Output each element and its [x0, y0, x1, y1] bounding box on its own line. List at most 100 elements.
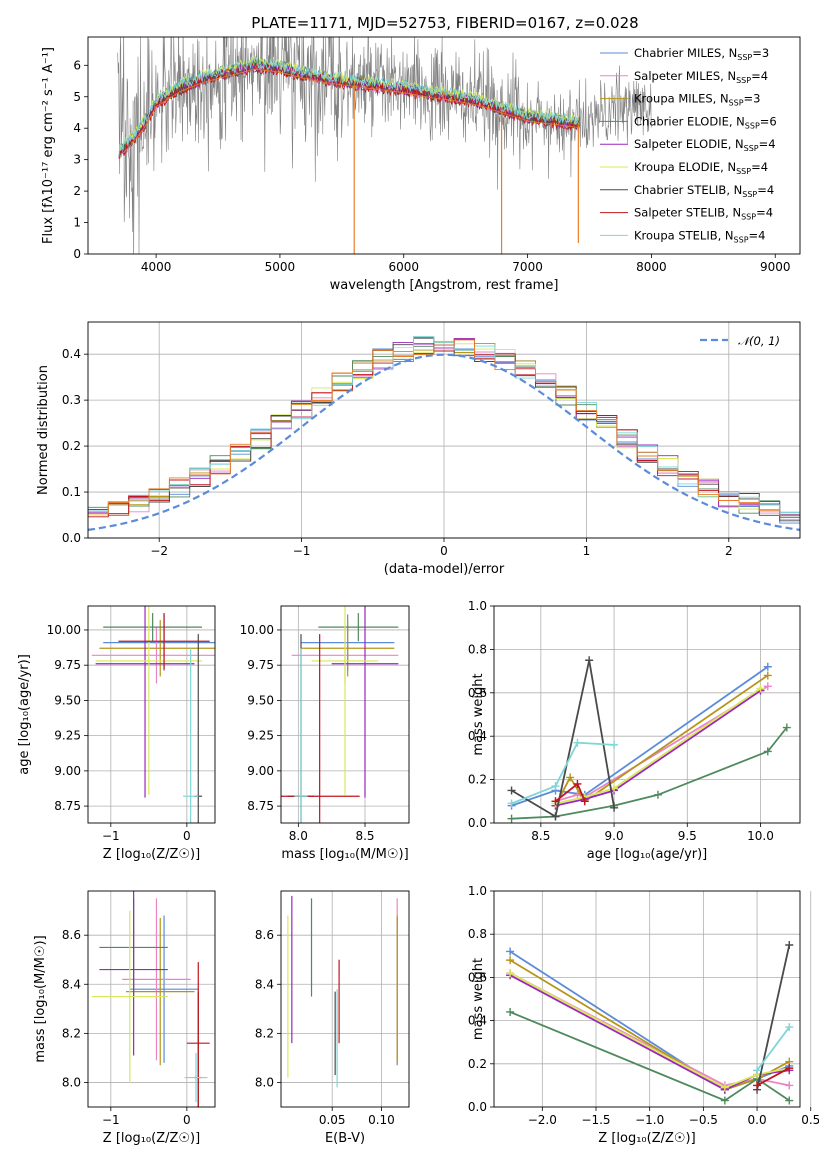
- x-tick-label: 0.5: [801, 1113, 819, 1127]
- x-tick-label: 8.5: [355, 829, 374, 843]
- x-tick-label: 4000: [141, 260, 172, 274]
- y-tick-label: 10.00: [240, 623, 274, 637]
- axes-mass_vs_Z: −1 0 8.0 8.2 8.4 8.6 Z [log₁₀(Z/Z☉)] mass [log₁…: [33, 890, 216, 1146]
- y-tick-label: 0.4: [468, 729, 487, 743]
- mass-weight-line: [555, 687, 762, 805]
- axes-age_vs_Z: −1 0 8.75 9.00 9.25 9.50 9.75 10.00 Z [log₁₀(Z/Z…: [17, 605, 216, 862]
- mass-weight-marker: [551, 782, 560, 791]
- legend-label: Chabrier STELIB, NSSP=4: [634, 183, 774, 199]
- residual-histogram: [88, 339, 800, 516]
- y-tick-label: 8.6: [62, 928, 81, 942]
- x-tick-label: −1: [102, 1113, 120, 1127]
- x-tick-label: 8000: [636, 260, 667, 274]
- y-tick-label: 9.50: [247, 693, 274, 707]
- mass-weight-marker: [610, 803, 619, 812]
- mass-weight-marker: [566, 773, 575, 782]
- x-tick-label: 2: [725, 544, 733, 558]
- legend-label: Kroupa ELODIE, NSSP=4: [634, 160, 768, 176]
- y-tick-label: 0.0: [62, 531, 81, 545]
- mass-weight-marker: [507, 814, 516, 823]
- mass-weight-line: [756, 944, 791, 1090]
- x-tick-label: 7000: [512, 260, 543, 274]
- legend-label: Kroupa MILES, NSSP=3: [634, 92, 760, 108]
- axes-frame: [493, 605, 801, 824]
- mass-weight-marker: [653, 790, 662, 799]
- x-tick-label: 5000: [265, 260, 296, 274]
- y-tick-label: 0.2: [468, 1057, 487, 1071]
- mass-weight-marker: [720, 1083, 729, 1092]
- mass-weight-marker: [763, 747, 772, 756]
- mass-weight-line: [555, 689, 762, 807]
- x-axis-label: Z [log₁₀(Z/Z☉)]: [598, 1131, 695, 1146]
- mass-weight-line: [511, 666, 769, 807]
- y-tick-label: 8.2: [255, 1026, 274, 1040]
- mass-weight-marker: [551, 812, 560, 821]
- y-axis-label: mass weight: [471, 958, 486, 1040]
- mass-weight-marker: [763, 682, 772, 691]
- mass-weight-marker: [507, 799, 516, 808]
- mass-weight-marker: [785, 941, 794, 949]
- plot-area: [494, 606, 800, 823]
- mass-weight-marker: [610, 740, 619, 749]
- mass-weight-line: [756, 1026, 791, 1071]
- mass-weight-line: [509, 959, 790, 1091]
- mass-weight-line: [511, 741, 615, 805]
- y-tick-label: 9.75: [54, 658, 81, 672]
- mass-weight-marker: [585, 656, 594, 665]
- mass-weight-marker: [763, 671, 772, 680]
- y-tick-label: 8.0: [62, 1075, 81, 1089]
- x-tick-label: −1.0: [635, 1113, 664, 1127]
- mass-weight-marker: [753, 1081, 762, 1090]
- figure-title: PLATE=1171, MJD=52753, FIBERID=0167, z=0…: [251, 14, 638, 32]
- legend-label: 𝒩(0, 1): [738, 334, 780, 348]
- legend-label: Salpeter STELIB, NSSP=4: [634, 206, 773, 222]
- x-tick-label: 10.0: [747, 829, 774, 843]
- legend-label: Salpeter MILES, NSSP=4: [634, 69, 768, 85]
- mass-weight-marker: [785, 1096, 794, 1105]
- plot-area: [88, 606, 215, 823]
- y-tick-label: 1: [73, 216, 81, 230]
- legend-label: Salpeter ELODIE, NSSP=4: [634, 137, 776, 153]
- legend-label: Chabrier ELODIE, NSSP=6: [634, 114, 777, 130]
- x-tick-label: 9000: [760, 260, 791, 274]
- x-axis-label: (data-model)/error: [384, 562, 505, 577]
- x-tick-label: 9.0: [605, 829, 624, 843]
- y-tick-label: 0.6: [468, 686, 487, 700]
- y-tick-label: 2: [73, 184, 81, 198]
- y-tick-label: 9.00: [247, 764, 274, 778]
- y-tick-label: 0.4: [468, 1014, 487, 1028]
- axes-frame: [493, 890, 801, 1108]
- legend-label: Chabrier MILES, NSSP=3: [634, 46, 769, 62]
- axes-age_vs_mass: 8.0 8.5 8.75 9.00 9.25 9.50 9.75 10.00 mass [log…: [240, 605, 410, 862]
- axes-frame: [87, 321, 801, 539]
- x-tick-label: −1: [293, 544, 311, 558]
- mass-weight-marker: [551, 797, 560, 806]
- y-axis-label: mass weight: [471, 673, 486, 755]
- axes-frame: [280, 605, 410, 824]
- mass-weight-marker: [785, 1081, 794, 1090]
- axes-frame: [87, 605, 216, 824]
- mass-weight-marker: [506, 947, 515, 956]
- y-tick-label: 8.75: [54, 799, 81, 813]
- y-tick-label: 9.25: [247, 729, 274, 743]
- x-axis-label: wavelength [Angstrom, rest frame]: [330, 278, 559, 293]
- mass-weight-marker: [756, 684, 765, 693]
- y-tick-label: 8.0: [255, 1075, 274, 1089]
- x-axis-label: E(B-V): [325, 1131, 365, 1146]
- y-axis-label: Flux [fλ10⁻¹⁷ erg cm⁻² s⁻¹ A⁻¹]: [41, 47, 56, 244]
- y-tick-label: 10.00: [47, 623, 81, 637]
- mass-weight-line: [511, 726, 788, 820]
- y-tick-label: 0.3: [62, 393, 81, 407]
- x-tick-label: −1: [102, 829, 120, 843]
- mass-weight-line: [509, 974, 790, 1091]
- x-tick-label: 8.5: [531, 829, 550, 843]
- x-tick-label: −0.5: [689, 1113, 718, 1127]
- mass-weight-marker: [763, 662, 772, 671]
- y-tick-label: 9.00: [54, 764, 81, 778]
- y-tick-label: 0: [73, 247, 81, 261]
- mass-weight-marker: [782, 723, 791, 732]
- x-axis-label: age [log₁₀(age/yr)]: [587, 847, 708, 862]
- y-tick-label: 8.4: [255, 977, 274, 991]
- y-tick-label: 8.2: [62, 1026, 81, 1040]
- axes-frame: [280, 890, 410, 1108]
